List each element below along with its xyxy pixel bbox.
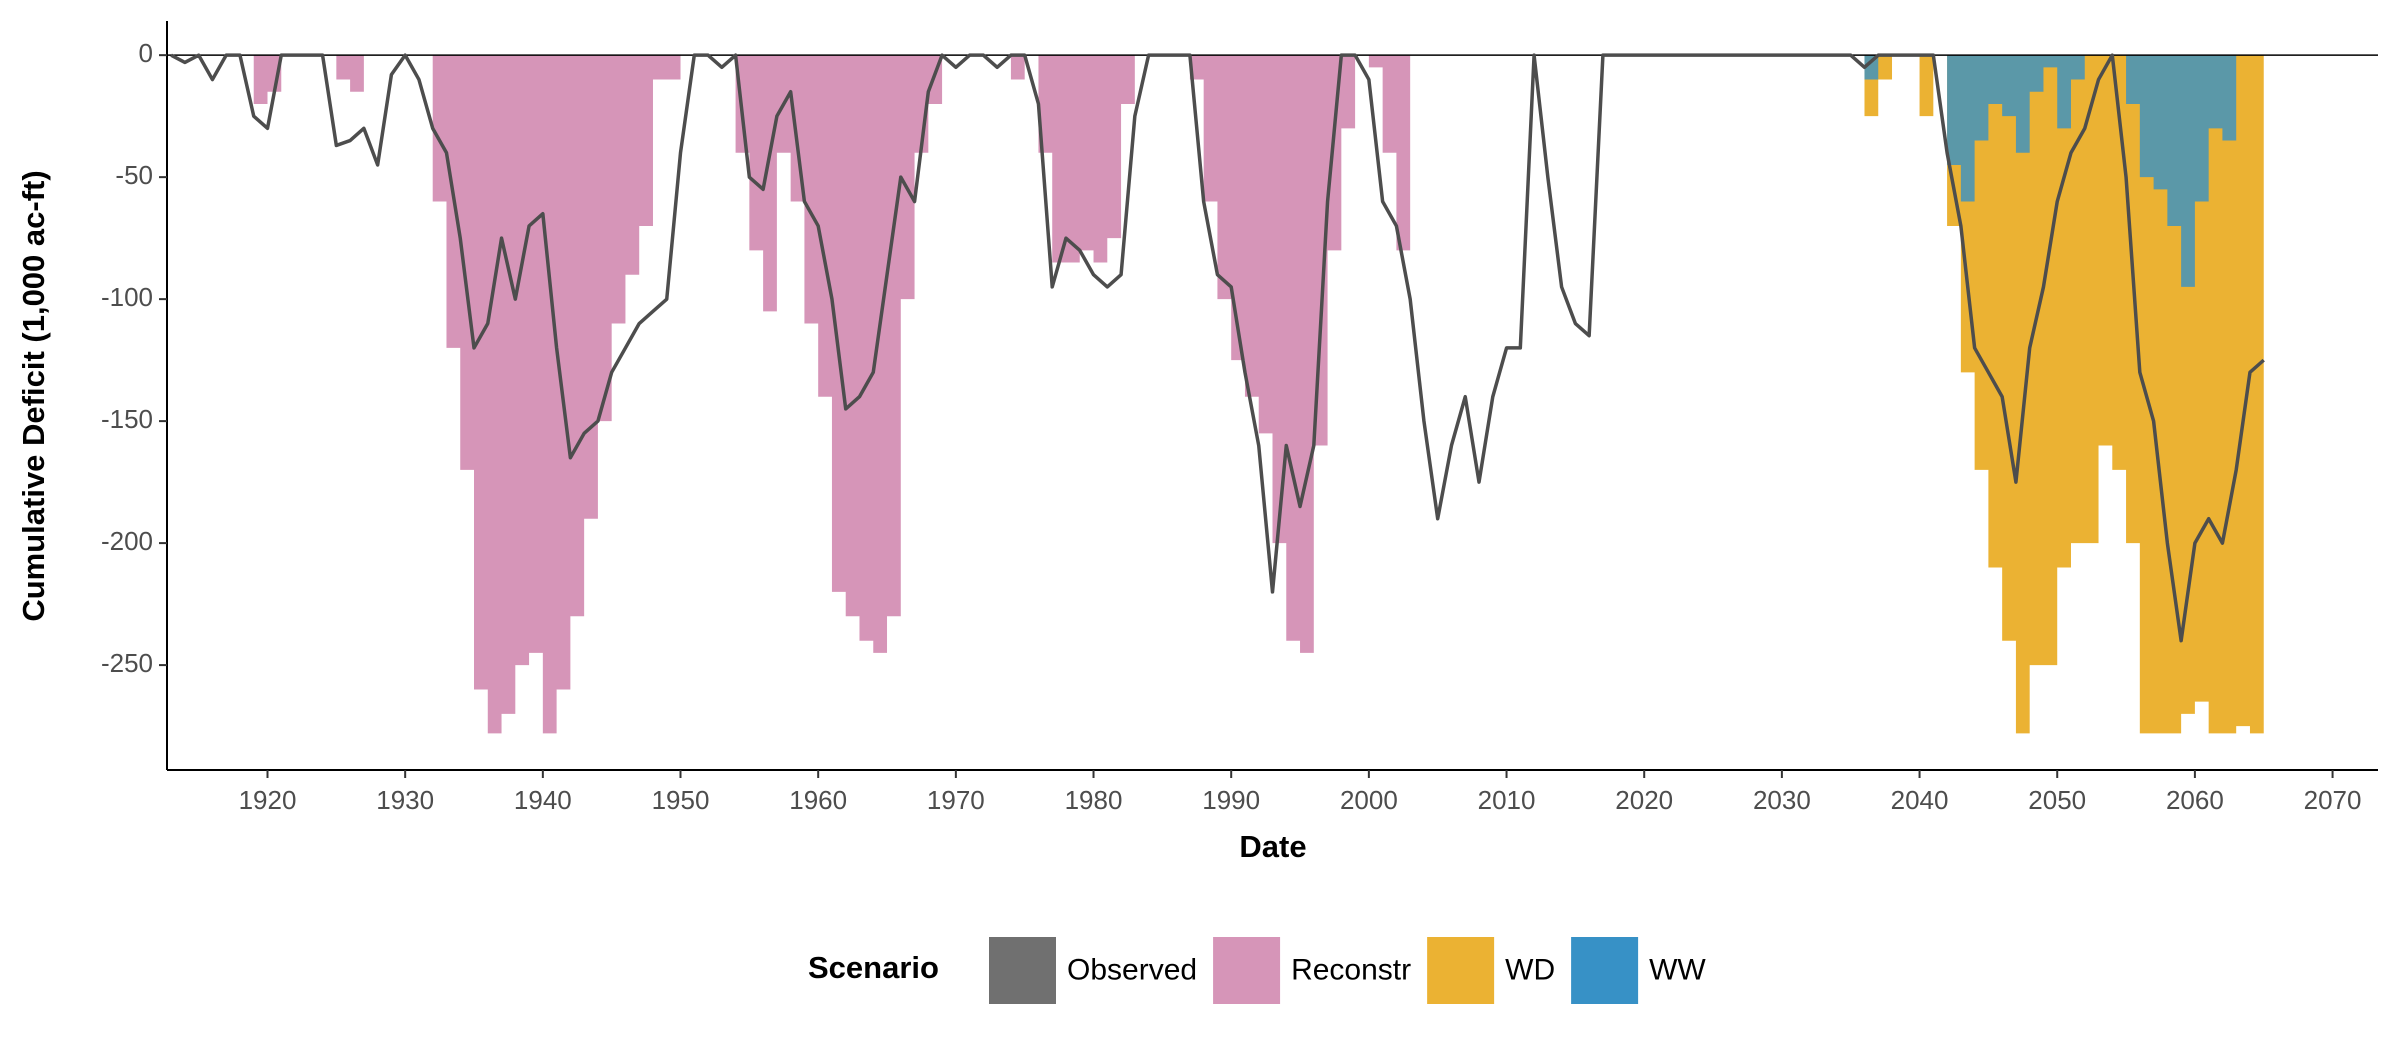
x-tick-label: 2060 [2166,785,2224,815]
legend-label: Observed [1067,953,1197,986]
area [171,55,1411,734]
x-tick-label: 2050 [2028,785,2086,815]
y-tick-label: -100 [101,282,153,312]
x-tick-label: 2010 [1478,785,1536,815]
legend-label: WD [1505,953,1555,986]
y-tick-label: -200 [101,526,153,556]
area [1864,55,2264,287]
legend-swatch [1213,937,1281,1004]
line [170,53,2265,643]
legend-label: WW [1649,953,1706,986]
x-tick-label: 2030 [1753,785,1811,815]
x-axis-title: Date [1239,829,1306,864]
legend-label: Reconstr [1291,953,1411,986]
x-tick-label: 1930 [376,785,434,815]
x-tick-label: 2040 [1891,785,1949,815]
x-tick-label: 1960 [789,785,847,815]
legend-title: Scenario [808,950,939,985]
y-tick-label: -250 [101,648,153,678]
y-tick-label: 0 [139,38,153,68]
x-tick-label: 1980 [1065,785,1123,815]
x-tick-label: 2000 [1340,785,1398,815]
y-axis-title: Cumulative Deficit (1,000 ac-ft) [16,170,51,621]
area [1864,55,2264,734]
legend-swatch [989,937,1056,1004]
x-tick-label: 2070 [2304,785,2362,815]
plot-area [167,53,2378,734]
x-tick-label: 1940 [514,785,572,815]
legend-swatch [1427,937,1495,1004]
x-tick-label: 1990 [1202,785,1260,815]
x-tick-label: 1920 [239,785,297,815]
y-tick-label: -150 [101,404,153,434]
x-tick-label: 2020 [1615,785,1673,815]
x-tick-label: 1950 [652,785,710,815]
y-tick-label: -50 [115,160,153,190]
x-tick-label: 1970 [927,785,985,815]
legend-swatch [1571,937,1639,1004]
